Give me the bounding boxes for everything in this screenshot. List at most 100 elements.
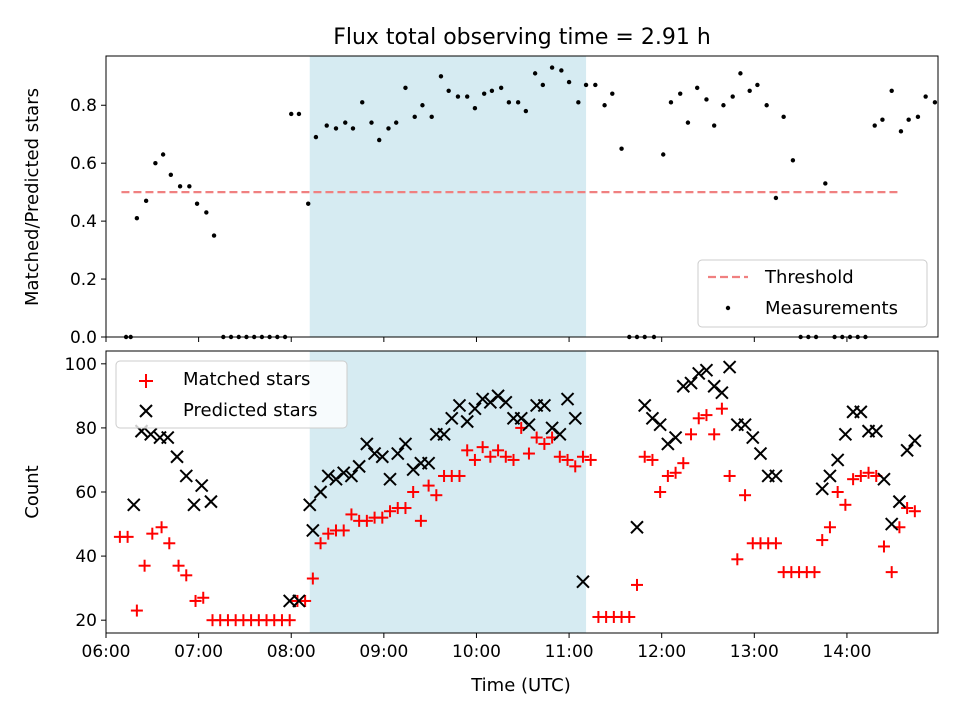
- measurement-point: [685, 120, 691, 125]
- predicted-point: [303, 498, 317, 512]
- measurement-point: [211, 233, 217, 238]
- measurement-point: [498, 85, 504, 91]
- matched-point: [669, 466, 682, 479]
- matched-point: [314, 537, 327, 550]
- predicted-point-b: [576, 575, 590, 589]
- measurement-point: [296, 111, 302, 117]
- predicted-point-b: [746, 430, 760, 445]
- predicted-point: [684, 376, 698, 390]
- predicted-point-b: [445, 411, 459, 426]
- top-plot-frame: [105, 55, 939, 338]
- matched-point: [283, 614, 296, 627]
- legend-predicted-swatch: [139, 404, 153, 418]
- measurement-point: [472, 105, 478, 111]
- matched-point: [163, 537, 176, 550]
- predicted-point-b: [653, 417, 667, 432]
- legend-matched-label: Matched stars: [183, 369, 310, 390]
- matched-point: [189, 594, 202, 607]
- predicted-point-b: [553, 427, 567, 442]
- measurement-point: [343, 120, 348, 125]
- y-tick-label: 20: [75, 611, 97, 631]
- measurement-point: [429, 114, 434, 120]
- predicted-point-b: [460, 414, 474, 429]
- predicted-point-b: [144, 427, 158, 442]
- measurement-point: [438, 74, 444, 79]
- matched-point: [538, 437, 551, 450]
- matched-point: [808, 566, 821, 579]
- measurement-point: [668, 100, 674, 105]
- matched-point: [146, 527, 159, 540]
- predicted-point: [460, 414, 474, 429]
- measurement-point: [602, 103, 607, 108]
- measurement-point: [790, 158, 796, 163]
- matched-point: [384, 505, 397, 518]
- predicted-point: [321, 469, 335, 483]
- matched-point: [492, 444, 505, 457]
- bottom-plot-frame: [105, 350, 939, 634]
- predicted-point-b: [668, 430, 683, 445]
- matched-point: [715, 402, 728, 415]
- predicted-point-b: [722, 360, 737, 374]
- predicted-point-b: [187, 498, 201, 512]
- predicted-point: [838, 427, 853, 442]
- matched-point: [407, 486, 420, 498]
- predicted-point-b: [306, 523, 320, 538]
- bottom-legend-box: [115, 360, 348, 429]
- measurement-point: [465, 94, 470, 99]
- predicted-point: [715, 385, 729, 400]
- matched-point: [723, 469, 736, 482]
- predicted-point: [869, 424, 883, 438]
- measurement-point: [540, 82, 546, 88]
- predicted-point-b: [900, 443, 914, 458]
- measurement-point: [549, 65, 555, 70]
- measurement-point: [204, 210, 209, 215]
- measurement-point: [420, 103, 425, 108]
- matched-point: [376, 511, 389, 524]
- x-tick-label: 10:00: [452, 642, 501, 662]
- matched-point: [399, 502, 412, 515]
- legend-measurements-swatch: [725, 305, 731, 311]
- predicted-point-b: [854, 405, 868, 419]
- predicted-point: [738, 417, 752, 432]
- matched-point: [121, 530, 134, 543]
- measurement-point: [730, 94, 735, 99]
- matched-point: [430, 489, 443, 502]
- matched-point: [322, 527, 335, 540]
- matched-point: [360, 514, 373, 527]
- measurement-point: [333, 126, 339, 131]
- top-legend-box: [697, 259, 928, 328]
- predicted-point: [815, 482, 829, 496]
- matched-point: [306, 572, 319, 585]
- measurement-point: [393, 120, 399, 125]
- predicted-point-b: [383, 472, 397, 486]
- measurement-point: [721, 103, 726, 108]
- measurement-point: [932, 100, 938, 105]
- measurement-point: [313, 134, 319, 140]
- matched-point: [885, 566, 898, 579]
- predicted-point-b: [360, 437, 374, 451]
- matched-point: [197, 591, 210, 604]
- measurement-point: [704, 97, 709, 102]
- matched-point: [731, 553, 744, 566]
- measurement-point: [923, 94, 928, 99]
- predicted-point: [877, 472, 891, 486]
- predicted-point: [391, 446, 405, 461]
- measurement-point: [559, 68, 564, 73]
- predicted-point-b: [537, 398, 552, 413]
- matched-point: [623, 610, 636, 623]
- predicted-point: [292, 594, 306, 608]
- matched-point: [847, 473, 860, 486]
- predicted-point: [468, 401, 482, 416]
- predicted-point: [746, 430, 760, 445]
- measurement-point: [446, 88, 451, 93]
- predicted-point-b: [699, 363, 714, 377]
- measurement-point: [711, 123, 717, 128]
- measurement-point: [898, 129, 904, 134]
- measurement-point: [576, 100, 581, 105]
- matched-point: [484, 450, 497, 463]
- predicted-point-b: [337, 466, 351, 480]
- x-tick-label: 13:00: [730, 642, 779, 662]
- predicted-point: [522, 417, 536, 432]
- matched-point: [862, 466, 875, 479]
